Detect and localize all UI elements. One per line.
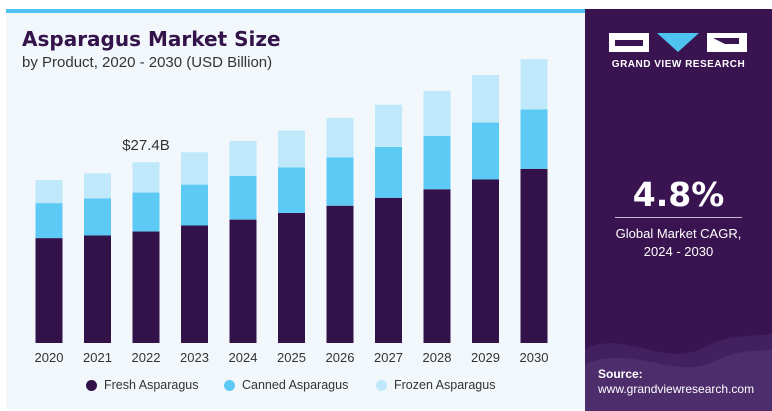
bar-fresh-2027 [375, 197, 402, 343]
data-label-2022: $27.4B [122, 137, 170, 154]
x-tick-label-2020: 2020 [35, 350, 64, 365]
x-tick-label-2028: 2028 [423, 350, 452, 365]
legend-item-fresh: Fresh Asparagus [86, 378, 199, 392]
legend-label-frozen: Frozen Asparagus [394, 378, 496, 392]
bar-frozen-2026 [326, 117, 354, 158]
bar-frozen-2021 [84, 173, 111, 199]
legend-label-fresh: Fresh Asparagus [104, 378, 199, 392]
bar-frozen-2025 [278, 130, 305, 168]
bar-fresh-2030 [520, 168, 548, 343]
bar-frozen-2024 [229, 141, 257, 176]
bar-fresh-2025 [278, 213, 305, 343]
bar-fresh-2022 [132, 231, 160, 343]
bar-fresh-2023 [181, 225, 208, 343]
bar-frozen-2029 [472, 75, 499, 123]
cagr-divider [615, 217, 742, 218]
x-tick-label-2022: 2022 [132, 350, 161, 365]
x-tick-label-2030: 2030 [520, 350, 549, 365]
legend-item-canned: Canned Asparagus [224, 378, 348, 392]
bar-canned-2020 [35, 203, 63, 239]
bar-frozen-2023 [181, 152, 208, 185]
stacked-bar-chart: 2020 2021 2022 2023 2024 2025 2026 2027 2028 2029… [35, 59, 549, 365]
legend-swatch-canned [224, 379, 235, 391]
stats-panel: GRAND VIEW RESEARCH 4.8% Global Market C… [585, 9, 772, 411]
bar-canned-2027 [375, 147, 402, 198]
bar-frozen-2027 [375, 104, 402, 147]
source-label: Source: [598, 367, 643, 381]
bar-fresh-2024 [229, 219, 257, 343]
cagr-label: Global Market CAGR, 2024 - 2030 [585, 225, 772, 261]
bar-canned-2024 [229, 176, 257, 220]
bar-frozen-2030 [520, 59, 548, 110]
brand-logo-icon [609, 33, 747, 52]
cagr-value: 4.8% [632, 175, 725, 214]
cagr-label-line2: 2024 - 2030 [643, 244, 714, 259]
bar-frozen-2028 [423, 90, 451, 136]
x-tick-label-2027: 2027 [374, 350, 403, 365]
chart-title: Asparagus Market Size [22, 27, 281, 51]
x-tick-label-2026: 2026 [326, 350, 355, 365]
cagr-label-line1: Global Market CAGR, [615, 226, 742, 241]
bar-fresh-2028 [423, 189, 451, 343]
bar-canned-2026 [326, 157, 354, 206]
chart-subtitle: by Product, 2020 - 2030 (USD Billion) [22, 54, 273, 71]
bar-canned-2030 [520, 109, 548, 169]
x-tick-label-2023: 2023 [180, 350, 209, 365]
bar-fresh-2021 [84, 235, 111, 343]
bar-canned-2029 [472, 122, 499, 180]
bar-fresh-2029 [472, 179, 499, 343]
legend-item-frozen: Frozen Asparagus [376, 378, 495, 392]
bar-canned-2021 [84, 198, 111, 236]
bar-canned-2023 [181, 184, 208, 226]
decorative-wave [585, 333, 772, 411]
bar-canned-2028 [423, 135, 451, 190]
source-url[interactable]: www.grandviewresearch.com [598, 382, 755, 396]
x-tick-label-2025: 2025 [277, 350, 306, 365]
legend-label-canned: Canned Asparagus [242, 378, 349, 392]
bar-canned-2025 [278, 167, 305, 213]
x-tick-label-2021: 2021 [83, 350, 112, 365]
bar-fresh-2020 [35, 238, 63, 343]
brand-name: GRAND VIEW RESEARCH [611, 59, 746, 70]
legend-swatch-frozen [376, 379, 387, 391]
bar-frozen-2022 [132, 162, 160, 193]
bar-frozen-2020 [35, 180, 63, 204]
bar-fresh-2026 [326, 205, 354, 343]
legend-swatch-fresh [86, 379, 97, 391]
x-tick-label-2024: 2024 [229, 350, 258, 365]
x-tick-label-2029: 2029 [471, 350, 500, 365]
bar-canned-2022 [132, 192, 160, 232]
